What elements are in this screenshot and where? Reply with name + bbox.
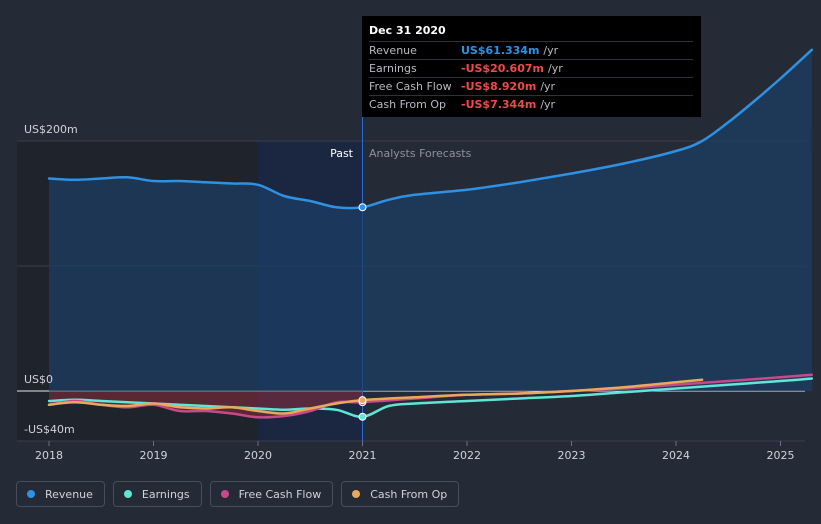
tooltip-unit: /yr [543,44,559,57]
x-tick-label: 2024 [662,449,690,462]
forecast-label: Analysts Forecasts [369,147,472,160]
legend-dot-icon [352,490,361,498]
legend-dot-icon [220,490,229,498]
tooltip-unit: /yr [540,98,556,111]
earnings-marker [358,412,367,421]
legend-item-free-cash-flow[interactable]: Free Cash Flow [209,481,334,507]
revenue-marker [358,203,367,212]
tooltip: Dec 31 2020 Revenue US$61.334m/yr Earnings… [362,16,701,117]
legend-label: Revenue [45,487,93,501]
legend-item-revenue[interactable]: Revenue [16,481,105,507]
legend-item-earnings[interactable]: Earnings [112,481,202,507]
tooltip-row: Cash From Op -US$7.344m/yr [369,95,693,113]
tooltip-label: Cash From Op [369,98,447,111]
legend-label: Free Cash Flow [238,487,322,501]
x-tick-label: 2022 [453,449,481,462]
tooltip-value: -US$8.920m [461,80,537,93]
legend-dot-icon [27,490,35,498]
tooltip-date: Dec 31 2020 [369,24,446,37]
y-label-zero: US$0 [24,373,53,386]
tooltip-label: Earnings [369,62,417,75]
past-label: Past [330,147,354,160]
legend-item-cash-from-op[interactable]: Cash From Op [341,481,460,507]
tooltip-label: Revenue [369,44,417,57]
tooltip-value: US$61.334m [461,44,540,57]
legend-label: Earnings [141,487,190,501]
tooltip-row: Earnings -US$20.607m/yr [369,59,693,77]
revenue-area [49,49,812,392]
legend: Revenue Earnings Free Cash Flow Cash From O… [16,481,460,507]
x-tick-label: 2025 [767,449,795,462]
x-tick-label: 2018 [35,449,63,462]
x-tick-label: 2023 [558,449,586,462]
tooltip-row: Revenue US$61.334m/yr [369,41,693,59]
tooltip-value: -US$20.607m [461,62,544,75]
cash-from-op-marker [358,396,367,405]
y-label-top: US$200m [24,123,78,136]
x-tick-label: 2019 [140,449,168,462]
tooltip-value: -US$7.344m [461,98,537,111]
x-tick-label: 2021 [349,449,377,462]
tooltip-unit: /yr [547,62,563,75]
cash-from-op-line [47,378,704,415]
tooltip-unit: /yr [540,80,556,93]
y-label-bottom: -US$40m [24,423,75,436]
x-tick-label: 2020 [244,449,272,462]
tooltip-row: Free Cash Flow -US$8.920m/yr [369,77,693,95]
legend-label: Cash From Op [370,487,448,501]
legend-dot-icon [123,490,132,498]
tooltip-label: Free Cash Flow [369,80,452,93]
